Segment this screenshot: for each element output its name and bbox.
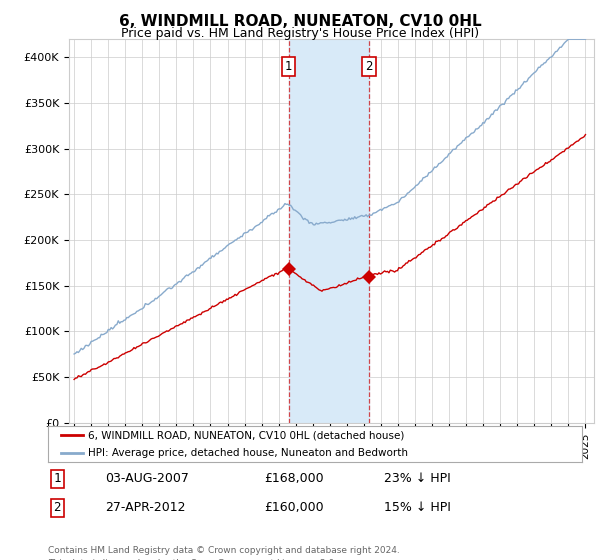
Text: 23% ↓ HPI: 23% ↓ HPI (384, 472, 451, 486)
Text: 2: 2 (53, 501, 61, 515)
Text: 1: 1 (53, 472, 61, 486)
Text: 6, WINDMILL ROAD, NUNEATON, CV10 0HL: 6, WINDMILL ROAD, NUNEATON, CV10 0HL (119, 14, 481, 29)
Text: 1: 1 (285, 60, 292, 73)
Text: 15% ↓ HPI: 15% ↓ HPI (384, 501, 451, 515)
Text: HPI: Average price, detached house, Nuneaton and Bedworth: HPI: Average price, detached house, Nune… (88, 447, 408, 458)
Text: Contains HM Land Registry data © Crown copyright and database right 2024.
This d: Contains HM Land Registry data © Crown c… (48, 546, 400, 560)
Text: Price paid vs. HM Land Registry's House Price Index (HPI): Price paid vs. HM Land Registry's House … (121, 27, 479, 40)
Text: 6, WINDMILL ROAD, NUNEATON, CV10 0HL (detached house): 6, WINDMILL ROAD, NUNEATON, CV10 0HL (de… (88, 430, 404, 440)
Bar (289, 39, 369, 423)
Text: 27-APR-2012: 27-APR-2012 (105, 501, 185, 515)
Text: £168,000: £168,000 (264, 472, 323, 486)
Text: 03-AUG-2007: 03-AUG-2007 (105, 472, 189, 486)
Text: £160,000: £160,000 (264, 501, 323, 515)
Text: 2: 2 (365, 60, 373, 73)
